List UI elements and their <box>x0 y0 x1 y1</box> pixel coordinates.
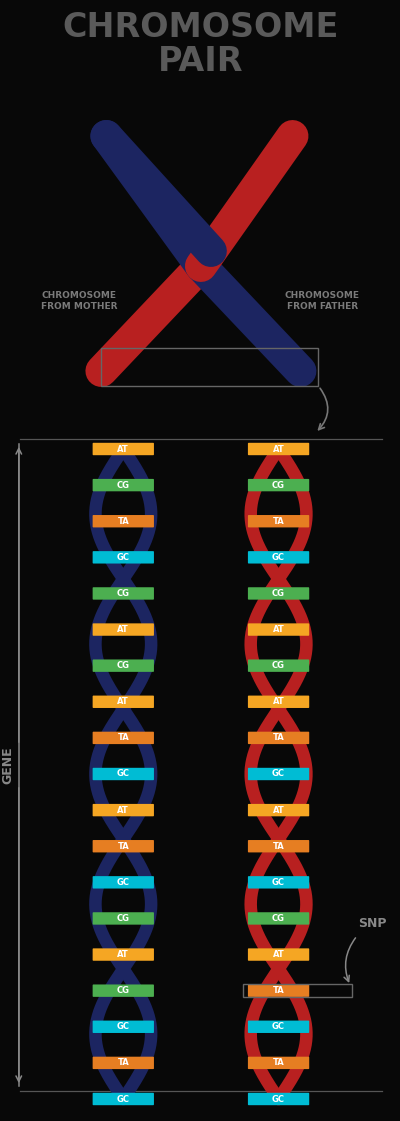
Text: AT: AT <box>118 951 129 960</box>
FancyBboxPatch shape <box>93 840 154 852</box>
Text: AT: AT <box>273 697 284 706</box>
Text: AT: AT <box>273 445 284 454</box>
FancyBboxPatch shape <box>248 1093 309 1105</box>
Text: CG: CG <box>117 914 130 923</box>
FancyBboxPatch shape <box>248 479 309 491</box>
Text: TA: TA <box>118 733 129 742</box>
Text: AT: AT <box>118 697 129 706</box>
FancyBboxPatch shape <box>248 1020 309 1032</box>
FancyBboxPatch shape <box>248 659 309 671</box>
Text: GC: GC <box>272 553 285 562</box>
Bar <box>243 984 352 998</box>
Text: AT: AT <box>273 951 284 960</box>
FancyBboxPatch shape <box>93 804 154 816</box>
FancyBboxPatch shape <box>248 948 309 961</box>
FancyBboxPatch shape <box>93 552 154 564</box>
FancyBboxPatch shape <box>248 768 309 780</box>
Text: TA: TA <box>273 517 284 526</box>
Text: CG: CG <box>272 914 285 923</box>
FancyBboxPatch shape <box>248 552 309 564</box>
FancyBboxPatch shape <box>93 443 154 455</box>
FancyBboxPatch shape <box>248 1057 309 1069</box>
Text: CG: CG <box>272 481 285 490</box>
Text: GC: GC <box>117 553 130 562</box>
Text: GC: GC <box>272 1022 285 1031</box>
FancyBboxPatch shape <box>93 479 154 491</box>
Text: AT: AT <box>273 626 284 634</box>
Text: AT: AT <box>118 445 129 454</box>
FancyBboxPatch shape <box>93 1057 154 1069</box>
FancyBboxPatch shape <box>93 1020 154 1032</box>
Text: GENE: GENE <box>1 747 14 784</box>
Text: TA: TA <box>273 733 284 742</box>
Text: CG: CG <box>117 481 130 490</box>
Bar <box>101 348 318 386</box>
FancyBboxPatch shape <box>93 515 154 527</box>
FancyBboxPatch shape <box>248 623 309 636</box>
FancyBboxPatch shape <box>93 768 154 780</box>
FancyBboxPatch shape <box>248 912 309 925</box>
FancyBboxPatch shape <box>93 623 154 636</box>
FancyBboxPatch shape <box>248 984 309 997</box>
FancyBboxPatch shape <box>248 443 309 455</box>
Text: AT: AT <box>118 626 129 634</box>
Text: TA: TA <box>273 842 284 851</box>
Text: CHROMOSOME
FROM FATHER: CHROMOSOME FROM FATHER <box>285 291 360 311</box>
Text: AT: AT <box>273 806 284 815</box>
Text: CG: CG <box>272 589 285 597</box>
FancyBboxPatch shape <box>93 984 154 997</box>
FancyBboxPatch shape <box>248 587 309 600</box>
FancyBboxPatch shape <box>93 587 154 600</box>
FancyBboxPatch shape <box>93 948 154 961</box>
Text: GC: GC <box>272 1094 285 1103</box>
Text: TA: TA <box>273 986 284 995</box>
FancyBboxPatch shape <box>248 732 309 744</box>
Text: AT: AT <box>118 806 129 815</box>
Text: TA: TA <box>273 1058 284 1067</box>
Text: GC: GC <box>117 1094 130 1103</box>
Text: GC: GC <box>117 769 130 778</box>
FancyBboxPatch shape <box>93 912 154 925</box>
Text: TA: TA <box>118 842 129 851</box>
FancyBboxPatch shape <box>248 804 309 816</box>
Text: CHROMOSOME
PAIR: CHROMOSOME PAIR <box>63 11 339 78</box>
FancyBboxPatch shape <box>93 1093 154 1105</box>
Text: GC: GC <box>272 769 285 778</box>
Text: TA: TA <box>118 517 129 526</box>
Text: TA: TA <box>118 1058 129 1067</box>
FancyBboxPatch shape <box>248 515 309 527</box>
FancyBboxPatch shape <box>93 877 154 889</box>
Text: SNP: SNP <box>358 917 386 930</box>
FancyBboxPatch shape <box>248 840 309 852</box>
Text: CG: CG <box>117 986 130 995</box>
FancyBboxPatch shape <box>93 659 154 671</box>
FancyBboxPatch shape <box>93 732 154 744</box>
Text: GC: GC <box>117 1022 130 1031</box>
Text: GC: GC <box>117 878 130 887</box>
FancyBboxPatch shape <box>93 695 154 708</box>
Text: CHROMOSOME
FROM MOTHER: CHROMOSOME FROM MOTHER <box>41 291 118 311</box>
Text: GC: GC <box>272 878 285 887</box>
FancyBboxPatch shape <box>248 695 309 708</box>
Text: CG: CG <box>117 589 130 597</box>
Text: CG: CG <box>272 661 285 670</box>
Text: CG: CG <box>117 661 130 670</box>
FancyBboxPatch shape <box>248 877 309 889</box>
